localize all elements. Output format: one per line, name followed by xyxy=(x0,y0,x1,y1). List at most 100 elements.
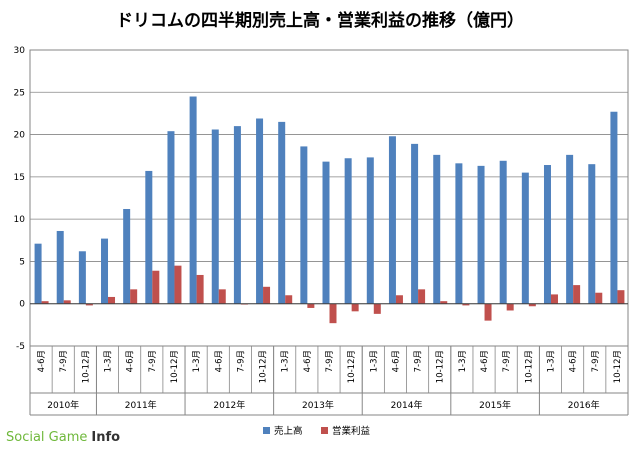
x-tick-label: 4-6月 xyxy=(37,350,47,372)
legend-swatch-operating-profit xyxy=(321,427,328,434)
year-group-label: 2011年 xyxy=(125,399,157,411)
watermark-info: Info xyxy=(91,430,120,445)
y-tick-label: 15 xyxy=(14,173,25,183)
y-tick-label: 20 xyxy=(14,131,26,141)
bar-operating-profit-26 xyxy=(617,290,625,304)
watermark-social: Social Game xyxy=(6,430,87,445)
bar-operating-profit-14 xyxy=(351,303,359,312)
bar-operating-profit-10 xyxy=(263,286,271,304)
bar-operating-profit-5 xyxy=(152,270,160,304)
x-tick-label: 7-9月 xyxy=(414,350,424,372)
watermark: Social Game Info xyxy=(6,430,120,445)
legend: 売上高 営業利益 xyxy=(263,425,371,437)
legend-label-sales: 売上高 xyxy=(274,425,303,437)
x-tick-label: 4-6月 xyxy=(214,350,224,372)
x-tick-label: 10-12月 xyxy=(170,350,180,383)
bar-sales-19 xyxy=(455,163,463,304)
bar-operating-profit-2 xyxy=(85,303,93,306)
x-tick-label: 4-6月 xyxy=(303,350,313,372)
bar-operating-profit-24 xyxy=(573,285,581,304)
year-group-label: 2012年 xyxy=(213,399,245,411)
bar-operating-profit-25 xyxy=(595,292,603,304)
bar-sales-10 xyxy=(256,118,264,304)
bar-sales-14 xyxy=(344,158,352,304)
bar-sales-21 xyxy=(499,160,507,304)
bar-sales-13 xyxy=(322,161,330,304)
bar-sales-8 xyxy=(211,129,219,304)
bar-sales-17 xyxy=(411,143,419,304)
x-tick-label: 10-12月 xyxy=(613,350,623,383)
bars-layer xyxy=(34,96,625,324)
y-tick-label: 30 xyxy=(14,46,26,56)
bar-sales-12 xyxy=(300,146,308,304)
bar-sales-1 xyxy=(56,230,64,304)
x-tick-label: 4-6月 xyxy=(126,350,136,372)
y-tick-label: 0 xyxy=(19,300,25,310)
bar-sales-4 xyxy=(123,208,131,304)
bar-sales-9 xyxy=(233,126,241,304)
year-group-label: 2013年 xyxy=(302,399,334,411)
bar-sales-18 xyxy=(433,154,441,304)
bar-operating-profit-7 xyxy=(196,274,204,304)
bar-operating-profit-18 xyxy=(440,301,448,304)
bar-sales-6 xyxy=(167,131,175,304)
x-tick-label: 10-12月 xyxy=(259,350,269,383)
y-tick-label: 25 xyxy=(14,88,25,98)
year-group-label: 2014年 xyxy=(391,399,423,411)
x-tick-label: 1-3月 xyxy=(104,350,114,372)
x-tick-label: 7-9月 xyxy=(325,350,335,372)
bar-operating-profit-8 xyxy=(218,289,226,304)
y-tick-label: -5 xyxy=(16,342,25,352)
bar-operating-profit-21 xyxy=(506,303,514,311)
y-tick-label: 5 xyxy=(19,257,25,267)
x-tick-label: 1-3月 xyxy=(458,350,468,372)
bar-operating-profit-15 xyxy=(373,303,381,314)
watermark-text: Social Game Info xyxy=(6,430,120,445)
bar-operating-profit-3 xyxy=(108,296,116,304)
year-group-label: 2016年 xyxy=(568,399,600,411)
bar-sales-11 xyxy=(278,121,286,304)
x-tick-label: 1-3月 xyxy=(369,350,379,372)
bar-sales-24 xyxy=(566,154,574,304)
x-tick-label: 4-6月 xyxy=(391,350,401,372)
legend-swatch-sales xyxy=(263,427,270,434)
bar-sales-0 xyxy=(34,243,42,304)
bar-operating-profit-12 xyxy=(307,303,315,308)
x-tick-label: 4-6月 xyxy=(569,350,579,372)
bar-operating-profit-6 xyxy=(174,265,182,304)
x-tick-label: 10-12月 xyxy=(347,350,357,383)
bar-sales-15 xyxy=(366,157,374,304)
bar-operating-profit-23 xyxy=(550,294,558,304)
bar-sales-3 xyxy=(101,238,109,304)
bar-operating-profit-1 xyxy=(63,300,71,304)
chart-title: ドリコムの四半期別売上高・営業利益の推移（億円） xyxy=(116,10,524,31)
x-tick-label: 10-12月 xyxy=(81,350,91,383)
bar-operating-profit-4 xyxy=(130,289,138,304)
x-tick-label: 1-3月 xyxy=(192,350,202,372)
x-tick-label: 7-9月 xyxy=(502,350,512,372)
x-tick-label: 1-3月 xyxy=(546,350,556,372)
bar-operating-profit-16 xyxy=(395,295,403,304)
bar-operating-profit-11 xyxy=(285,295,293,304)
bar-operating-profit-20 xyxy=(484,303,492,321)
y-tick-label: 10 xyxy=(14,215,26,225)
bar-sales-25 xyxy=(588,164,596,304)
x-tick-label: 7-9月 xyxy=(148,350,158,372)
x-tick-label: 1-3月 xyxy=(281,350,291,372)
bar-sales-22 xyxy=(521,172,529,304)
bar-sales-16 xyxy=(388,136,396,304)
bar-sales-5 xyxy=(145,170,153,304)
x-tick-label: 7-9月 xyxy=(236,350,246,372)
x-tick-label: 7-9月 xyxy=(591,350,601,372)
bar-operating-profit-22 xyxy=(528,303,536,307)
bar-sales-23 xyxy=(543,165,551,304)
axis-layer: -5 0 5 10 15 20 25 30 4-6月 7-9月 10-12月 1-3月 4-6月 7-9月… xyxy=(14,46,629,416)
x-tick-label: 10-12月 xyxy=(524,350,534,383)
bar-operating-profit-13 xyxy=(329,303,337,324)
bar-operating-profit-17 xyxy=(418,289,426,304)
x-tick-label: 7-9月 xyxy=(59,350,69,372)
bar-operating-profit-0 xyxy=(41,301,49,304)
x-tick-label: 4-6月 xyxy=(480,350,490,372)
